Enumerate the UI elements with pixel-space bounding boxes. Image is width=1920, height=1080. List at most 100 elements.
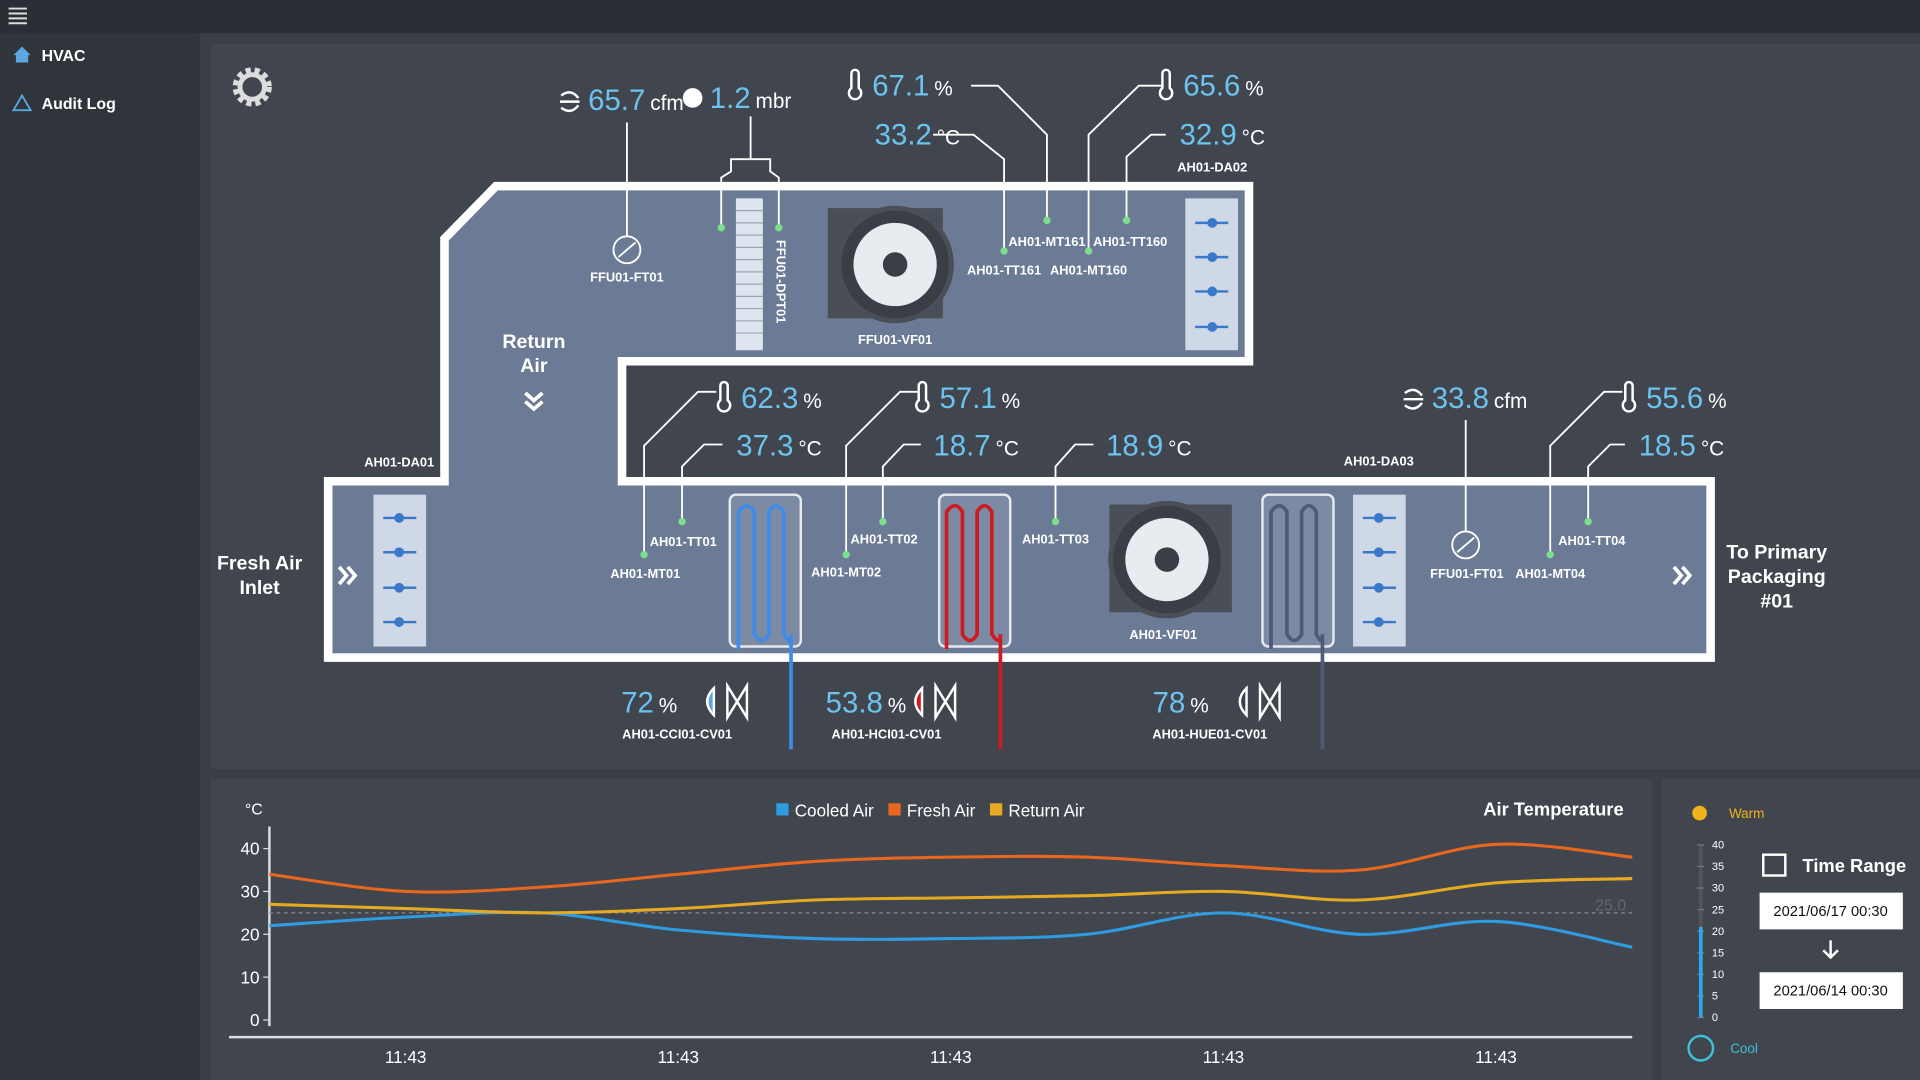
- thermo-icon: [847, 68, 863, 101]
- device-tag: FFU01-FT01: [1430, 566, 1504, 581]
- gauge-tick-label: 5: [1712, 991, 1718, 1003]
- device-tag: AH01-MT01: [610, 566, 680, 581]
- sensor: [612, 84, 1625, 560]
- y-tick-label: 30: [241, 882, 260, 902]
- device-tag: AH01-TT161: [967, 262, 1041, 277]
- reading-unit: °C: [798, 438, 821, 461]
- reading-unit: %: [888, 695, 907, 718]
- start-time[interactable]: 2021/06/17 00:30: [1773, 904, 1887, 920]
- end-time[interactable]: 2021/06/14 00:30: [1773, 984, 1887, 1000]
- legend-label: Cooled Air: [795, 801, 874, 821]
- reading-value: 33.8: [1432, 382, 1489, 415]
- reading-unit: °C: [937, 126, 960, 149]
- device-tag: AH01-DA01: [364, 455, 434, 470]
- reading-unit: mbr: [756, 90, 792, 113]
- zone-label: Air: [520, 355, 548, 377]
- reading-unit: %: [659, 695, 678, 718]
- reading-unit: °C: [1168, 438, 1191, 461]
- legend-label: Return Air: [1008, 801, 1084, 821]
- device-tag: AH01-TT03: [1022, 532, 1089, 547]
- reading-value: 62.3: [741, 382, 798, 415]
- reading-value: 72: [621, 687, 654, 720]
- device-tag: AH01-MT04: [1515, 566, 1586, 581]
- filter: [735, 198, 763, 351]
- reading-value: 18.7: [933, 430, 990, 463]
- x-tick-label: 11:43: [657, 1047, 699, 1067]
- warm-icon: [1692, 805, 1707, 821]
- reading-value: 78: [1153, 687, 1186, 720]
- chart-panel: [210, 778, 1652, 1080]
- coil: [728, 493, 1335, 750]
- menu-button[interactable]: [8, 7, 27, 25]
- y-tick-label: 10: [241, 967, 260, 987]
- reading-unit: %: [1708, 390, 1727, 413]
- reading-value: 18.5: [1639, 430, 1696, 463]
- damper: [373, 198, 1406, 647]
- calendar-icon: [1762, 853, 1787, 877]
- device-tag: AH01-DA03: [1344, 453, 1414, 468]
- zone-label: #01: [1760, 590, 1793, 612]
- flow-arrow: [337, 391, 1693, 586]
- range-arrow: [1822, 940, 1839, 960]
- device-tag: AH01-MT161: [1008, 234, 1085, 249]
- settings-button[interactable]: [232, 67, 272, 107]
- reading-value: 67.1: [872, 70, 929, 103]
- reading-unit: %: [934, 78, 953, 101]
- x-tick-label: 11:43: [1475, 1047, 1517, 1067]
- y-tick-label: 0: [250, 1010, 260, 1030]
- gauge-icon: [682, 88, 703, 108]
- sensor-point: [640, 216, 1592, 559]
- zone-label: Return: [502, 331, 565, 353]
- reading-unit: °C: [1242, 126, 1265, 149]
- reading-value: 37.3: [736, 430, 793, 463]
- fan-icon: [559, 91, 580, 113]
- threshold-label: 25.0: [1595, 897, 1626, 914]
- device-tag: AH01-TT02: [851, 532, 918, 547]
- fan-icon: [1403, 388, 1424, 410]
- legend-swatch: [989, 803, 1003, 816]
- reading-value: 18.9: [1106, 430, 1163, 463]
- cool-label: Cool: [1730, 1041, 1758, 1056]
- home-icon: [13, 46, 31, 63]
- reading-value: 1.2: [710, 82, 751, 115]
- x-tick-label: 11:43: [1203, 1047, 1245, 1067]
- reading-value: 32.9: [1180, 118, 1237, 151]
- gauge-tick-label: 20: [1712, 926, 1724, 938]
- gauge-tick-label: 40: [1712, 840, 1724, 852]
- legend-swatch: [776, 803, 789, 816]
- x-tick-label: 11:43: [930, 1047, 972, 1067]
- nav-item[interactable]: HVAC: [42, 48, 86, 65]
- end-input[interactable]: [1759, 972, 1903, 1009]
- device-tag: FFU01-VF01: [858, 332, 932, 347]
- thermo-icon: [915, 380, 930, 413]
- x-tick-label: 11:43: [385, 1047, 427, 1067]
- device-tag: FFU01-FT01: [590, 270, 664, 285]
- gauge-tick-label: 10: [1712, 969, 1724, 981]
- y-unit: °C: [245, 801, 263, 818]
- valve: [705, 681, 1281, 722]
- legend-swatch: [888, 803, 901, 816]
- start-input[interactable]: [1759, 892, 1903, 930]
- device-tag: AH01-TT01: [650, 534, 717, 549]
- reading-value: 57.1: [940, 382, 997, 415]
- reading-unit: %: [1245, 78, 1263, 101]
- device-tag: AH01-TT04: [1558, 533, 1626, 548]
- reading-unit: cfm: [1494, 390, 1528, 413]
- reading-value: 65.6: [1183, 70, 1240, 103]
- device-tag: AH01-CCI01-CV01: [622, 726, 732, 741]
- gauge-tick-label: 30: [1712, 883, 1724, 895]
- device-tag: AH01-HCI01-CV01: [832, 726, 942, 741]
- reading-unit: cfm: [650, 92, 684, 115]
- top-bar: [0, 0, 1920, 34]
- time-range-label: Time Range: [1802, 855, 1906, 876]
- legend-label: Fresh Air: [907, 801, 976, 821]
- device-tag: AH01-VF01: [1129, 627, 1197, 642]
- nav-item[interactable]: Audit Log: [42, 96, 116, 113]
- reading-value: 53.8: [826, 687, 883, 720]
- series-line: [269, 842, 1633, 894]
- thermo-icon: [716, 380, 732, 413]
- reading-unit: °C: [996, 438, 1019, 461]
- reading-value: 55.6: [1646, 382, 1703, 415]
- reading-value: 65.7: [588, 84, 645, 117]
